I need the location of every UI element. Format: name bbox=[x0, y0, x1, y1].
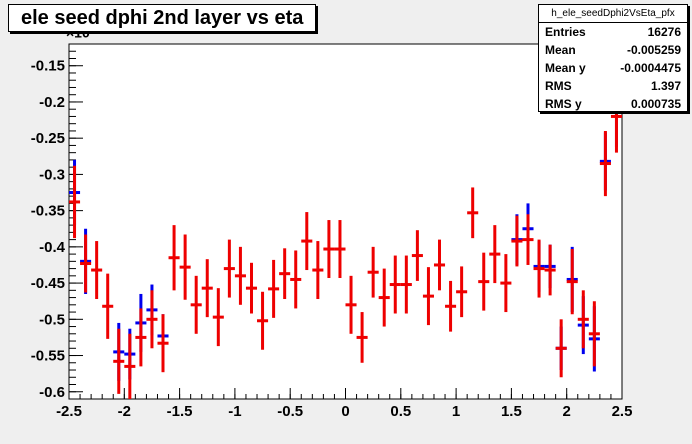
stat-label: RMS y bbox=[545, 97, 582, 111]
y-tick-label: -0.4 bbox=[39, 239, 66, 256]
x-tick-label: 1.5 bbox=[501, 403, 522, 420]
series-1 bbox=[69, 80, 622, 399]
y-tick-label: -0.6 bbox=[39, 384, 65, 401]
x-tick-label: -2 bbox=[118, 403, 131, 420]
x-tick-label: 2 bbox=[563, 403, 571, 420]
chart-title: ele seed dphi 2nd layer vs eta bbox=[21, 7, 304, 29]
y-tick-label: -0.45 bbox=[31, 275, 65, 292]
x-tick-label: 0.5 bbox=[390, 403, 411, 420]
stat-value: 16276 bbox=[647, 25, 681, 39]
stat-row-entries: Entries 16276 bbox=[545, 23, 681, 41]
stat-label: Mean y bbox=[545, 61, 586, 75]
stat-row-mean-y: Mean y -0.0004475 bbox=[545, 59, 681, 77]
x-tick-label: 1 bbox=[452, 403, 460, 420]
x-tick-label: -1 bbox=[228, 403, 241, 420]
y-tick-label: -0.55 bbox=[31, 348, 65, 365]
data-marks bbox=[69, 74, 622, 399]
x-tick-label: 0 bbox=[341, 403, 349, 420]
stat-row-rms-y: RMS y 0.000735 bbox=[545, 95, 681, 113]
stat-label: Entries bbox=[545, 25, 586, 39]
y-tick-label: -0.35 bbox=[31, 203, 65, 220]
stat-row-mean: Mean -0.005259 bbox=[545, 41, 681, 59]
axes: -2.5 -2 -1.5 -1 -0.5 0 0.5 1 1.5 2 2.5 -0.6 -0.55 -0.… bbox=[31, 43, 633, 420]
x-tick-label: -2.5 bbox=[56, 403, 82, 420]
stat-value: -0.005259 bbox=[626, 43, 681, 57]
x-tick-label: 2.5 bbox=[612, 403, 633, 420]
histogram-name: h_ele_seedDphi2VsEta_pfx bbox=[539, 5, 687, 23]
y-tick-label: -0.25 bbox=[31, 130, 65, 147]
y-tick-label: -0.2 bbox=[39, 94, 65, 111]
x-tick-label: -1.5 bbox=[167, 403, 193, 420]
y-tick-label: -0.3 bbox=[39, 166, 65, 183]
stat-value: -0.0004475 bbox=[620, 61, 681, 75]
stat-value: 0.000735 bbox=[630, 97, 681, 111]
stat-value: 1.397 bbox=[650, 79, 681, 93]
y-tick-label: -0.15 bbox=[31, 58, 65, 75]
stat-label: Mean bbox=[545, 43, 576, 57]
stat-row-rms: RMS 1.397 bbox=[545, 77, 681, 95]
y-tick-label: -0.5 bbox=[39, 311, 65, 328]
stat-label: RMS bbox=[545, 79, 572, 93]
stats-box: h_ele_seedDphi2VsEta_pfx Entries 16276 M… bbox=[538, 4, 688, 112]
x-tick-label: -0.5 bbox=[277, 403, 303, 420]
plot-frame bbox=[68, 43, 623, 400]
title-box: ele seed dphi 2nd layer vs eta bbox=[8, 4, 316, 32]
